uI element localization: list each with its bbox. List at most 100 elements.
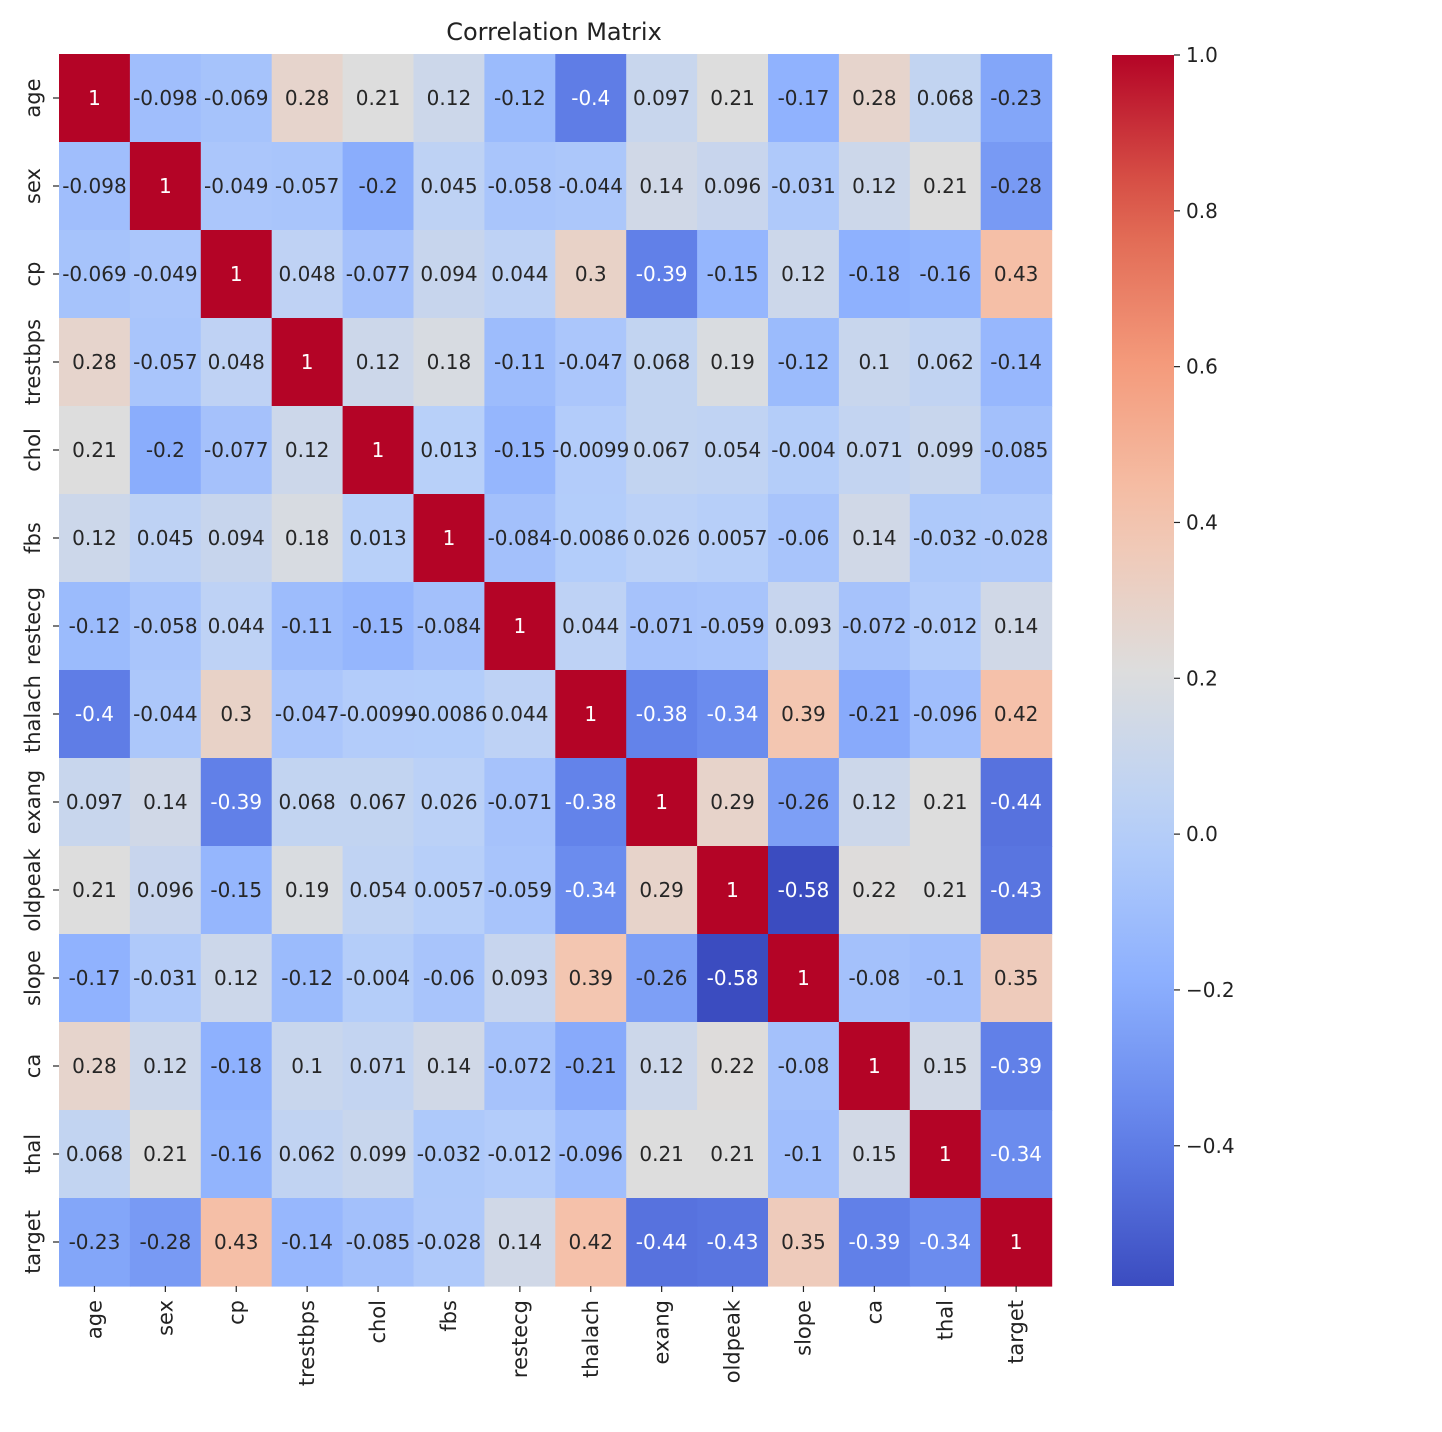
heatmap-cell [626, 54, 698, 143]
cell-annotation: -0.0086 [410, 702, 487, 726]
cell-annotation: 0.12 [143, 1054, 188, 1078]
cell-annotation: -0.12 [281, 966, 333, 990]
heatmap-cell [342, 1198, 415, 1287]
heatmap-cell [980, 54, 1053, 143]
cell-annotation: -0.58 [778, 878, 830, 902]
heatmap-cell [342, 934, 415, 1023]
cell-annotation: -0.39 [636, 262, 688, 286]
cell-annotation: -0.11 [494, 350, 546, 374]
heatmap-cell [271, 846, 344, 935]
heatmap-cell [271, 318, 344, 407]
heatmap-cell [555, 934, 627, 1023]
heatmap-cell [342, 670, 415, 759]
cell-annotation: -0.012 [488, 1142, 552, 1166]
cell-annotation: 0.12 [72, 526, 117, 550]
heatmap-cell [626, 142, 698, 231]
cell-annotation: 0.18 [427, 350, 472, 374]
x-tick-label: thal [933, 1300, 957, 1340]
cell-annotation: 0.22 [710, 1054, 755, 1078]
heatmap-cell [838, 1022, 911, 1111]
cell-annotation: -0.032 [417, 1142, 481, 1166]
heatmap-cell [555, 230, 627, 319]
heatmap-cell [271, 670, 344, 759]
cell-annotation: 0.094 [208, 526, 265, 550]
cell-annotation: 0.14 [852, 526, 897, 550]
y-tick-label: age [21, 78, 45, 117]
cell-annotation: 0.099 [917, 438, 974, 462]
y-tick-label: thal [21, 1134, 45, 1174]
heatmap-cell [626, 934, 698, 1023]
cell-annotation: 0.044 [491, 262, 548, 286]
cell-annotation: -0.12 [69, 614, 121, 638]
x-tick-label: oldpeak [721, 1299, 745, 1383]
heatmap-cell [768, 1110, 840, 1199]
heatmap-cell [909, 1110, 982, 1199]
heatmap-cell [626, 406, 698, 495]
heatmap-cell [413, 142, 485, 231]
cell-annotation: 0.39 [781, 702, 826, 726]
heatmap-cell [413, 1198, 485, 1287]
heatmap-cell [768, 230, 840, 319]
cell-annotation: 0.096 [137, 878, 194, 902]
heatmap-cell [555, 1198, 627, 1287]
cell-annotation: -0.004 [346, 966, 410, 990]
colorbar-tick-label: 0.2 [1186, 666, 1218, 690]
cell-annotation: 0.43 [214, 1230, 259, 1254]
heatmap-cell [413, 318, 485, 407]
cell-annotation: 0.22 [852, 878, 897, 902]
heatmap-cell [555, 318, 627, 407]
cell-annotation: 0.29 [639, 878, 684, 902]
heatmap-cell [697, 1022, 769, 1111]
heatmap-cell [768, 582, 840, 671]
heatmap-cell [555, 582, 627, 671]
cell-annotation: 1 [230, 262, 243, 286]
cell-annotation: -0.077 [346, 262, 410, 286]
cell-annotation: -0.059 [700, 614, 764, 638]
cell-annotation: 0.094 [420, 262, 477, 286]
cell-annotation: 0.096 [704, 174, 761, 198]
cell-annotation: 0.28 [72, 1054, 117, 1078]
heatmap-cell [484, 582, 556, 671]
heatmap-cell [342, 494, 415, 583]
heatmap-cell [129, 846, 202, 935]
cell-annotation: 1 [372, 438, 385, 462]
heatmap-cell [271, 406, 344, 495]
cell-annotation: -0.06 [423, 966, 475, 990]
heatmap-cell [909, 1022, 982, 1111]
heatmap-cell [200, 670, 273, 759]
cell-annotation: -0.077 [204, 438, 268, 462]
heatmap-cell [484, 1198, 556, 1287]
cell-annotation: 0.18 [285, 526, 330, 550]
cell-annotation: 0.067 [349, 790, 406, 814]
colorbar-tick-label: 1.0 [1186, 43, 1218, 67]
heatmap-cell [342, 582, 415, 671]
cell-annotation: 0.29 [710, 790, 755, 814]
x-tick-label: restecg [508, 1300, 532, 1378]
heatmap-cell [200, 406, 273, 495]
cell-annotation: 0.12 [852, 174, 897, 198]
heatmap-cell [271, 1198, 344, 1287]
cell-annotation: 0.013 [349, 526, 406, 550]
cell-annotation: -0.26 [778, 790, 830, 814]
heatmap-cell [768, 758, 840, 847]
cell-annotation: 0.15 [852, 1142, 897, 1166]
cell-annotation: -0.0099 [552, 438, 629, 462]
heatmap-cell [909, 1198, 982, 1287]
heatmap-cell [697, 54, 769, 143]
cell-annotation: 0.42 [994, 702, 1039, 726]
cell-annotation: 0.12 [214, 966, 259, 990]
cell-annotation: 1 [726, 878, 739, 902]
heatmap-cell [909, 934, 982, 1023]
heatmap-cell [59, 406, 131, 495]
y-tick-label: oldpeak [21, 848, 45, 932]
heatmap-cell [626, 846, 698, 935]
heatmap-cell [342, 406, 415, 495]
cell-annotation: 0.42 [568, 1230, 613, 1254]
cell-annotation: 0.093 [775, 614, 832, 638]
cell-annotation: 0.21 [923, 790, 968, 814]
heatmap-cell [484, 1110, 556, 1199]
heatmap-cell [200, 1110, 273, 1199]
cell-annotation: 0.097 [633, 86, 690, 110]
heatmap-cell [129, 318, 202, 407]
heatmap-cell [768, 846, 840, 935]
